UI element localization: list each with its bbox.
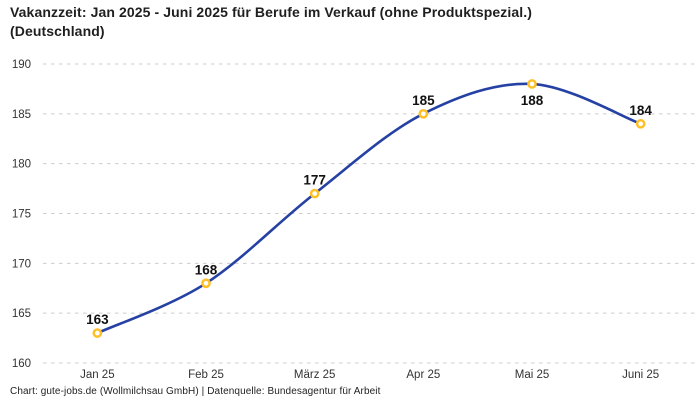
data-point-marker-Juni 25 [635,118,646,129]
x-tick-label-1: Jan 25 [80,369,115,381]
x-tick-label-6: Juni 25 [622,369,659,381]
series-line [96,82,642,335]
y-tick-label-175: 175 [12,209,31,221]
y-tick-label-180: 180 [12,159,31,171]
data-point-marker-Mai 25 [527,79,537,89]
y-tick-label-160: 160 [12,358,31,370]
data-point-marker-Jan 25 [92,328,103,338]
x-tick-label-3: März 25 [294,369,336,381]
data-point-label-Apr 25: 185 [412,93,435,108]
y-tick-label-165: 165 [12,308,31,320]
data-point-marker-März 25 [309,188,320,199]
x-tick-label-4: Apr 25 [406,369,440,381]
data-point-label-Mai 25: 188 [521,93,544,108]
data-point-label-Jan 25: 163 [86,312,109,327]
y-tick-label-185: 185 [12,109,31,121]
x-tick-label-2: Feb 25 [188,369,224,381]
x-tick-label-5: Mai 25 [515,369,550,381]
y-tick-label-170: 170 [12,258,31,270]
chart-title: Vakanzzeit: Jan 2025 - Juni 2025 für Ber… [10,4,532,40]
data-point-marker-Feb 25 [201,278,211,289]
data-point-label-März 25: 177 [303,173,326,188]
y-tick-label-190: 190 [12,59,31,71]
data-point-marker-Apr 25 [418,108,429,119]
data-point-label-Feb 25: 168 [195,262,218,277]
chart-footer-attribution: Chart: gute-jobs.de (Wollmilchsau GmbH) … [10,386,381,397]
data-point-label-Juni 25: 184 [629,103,652,118]
